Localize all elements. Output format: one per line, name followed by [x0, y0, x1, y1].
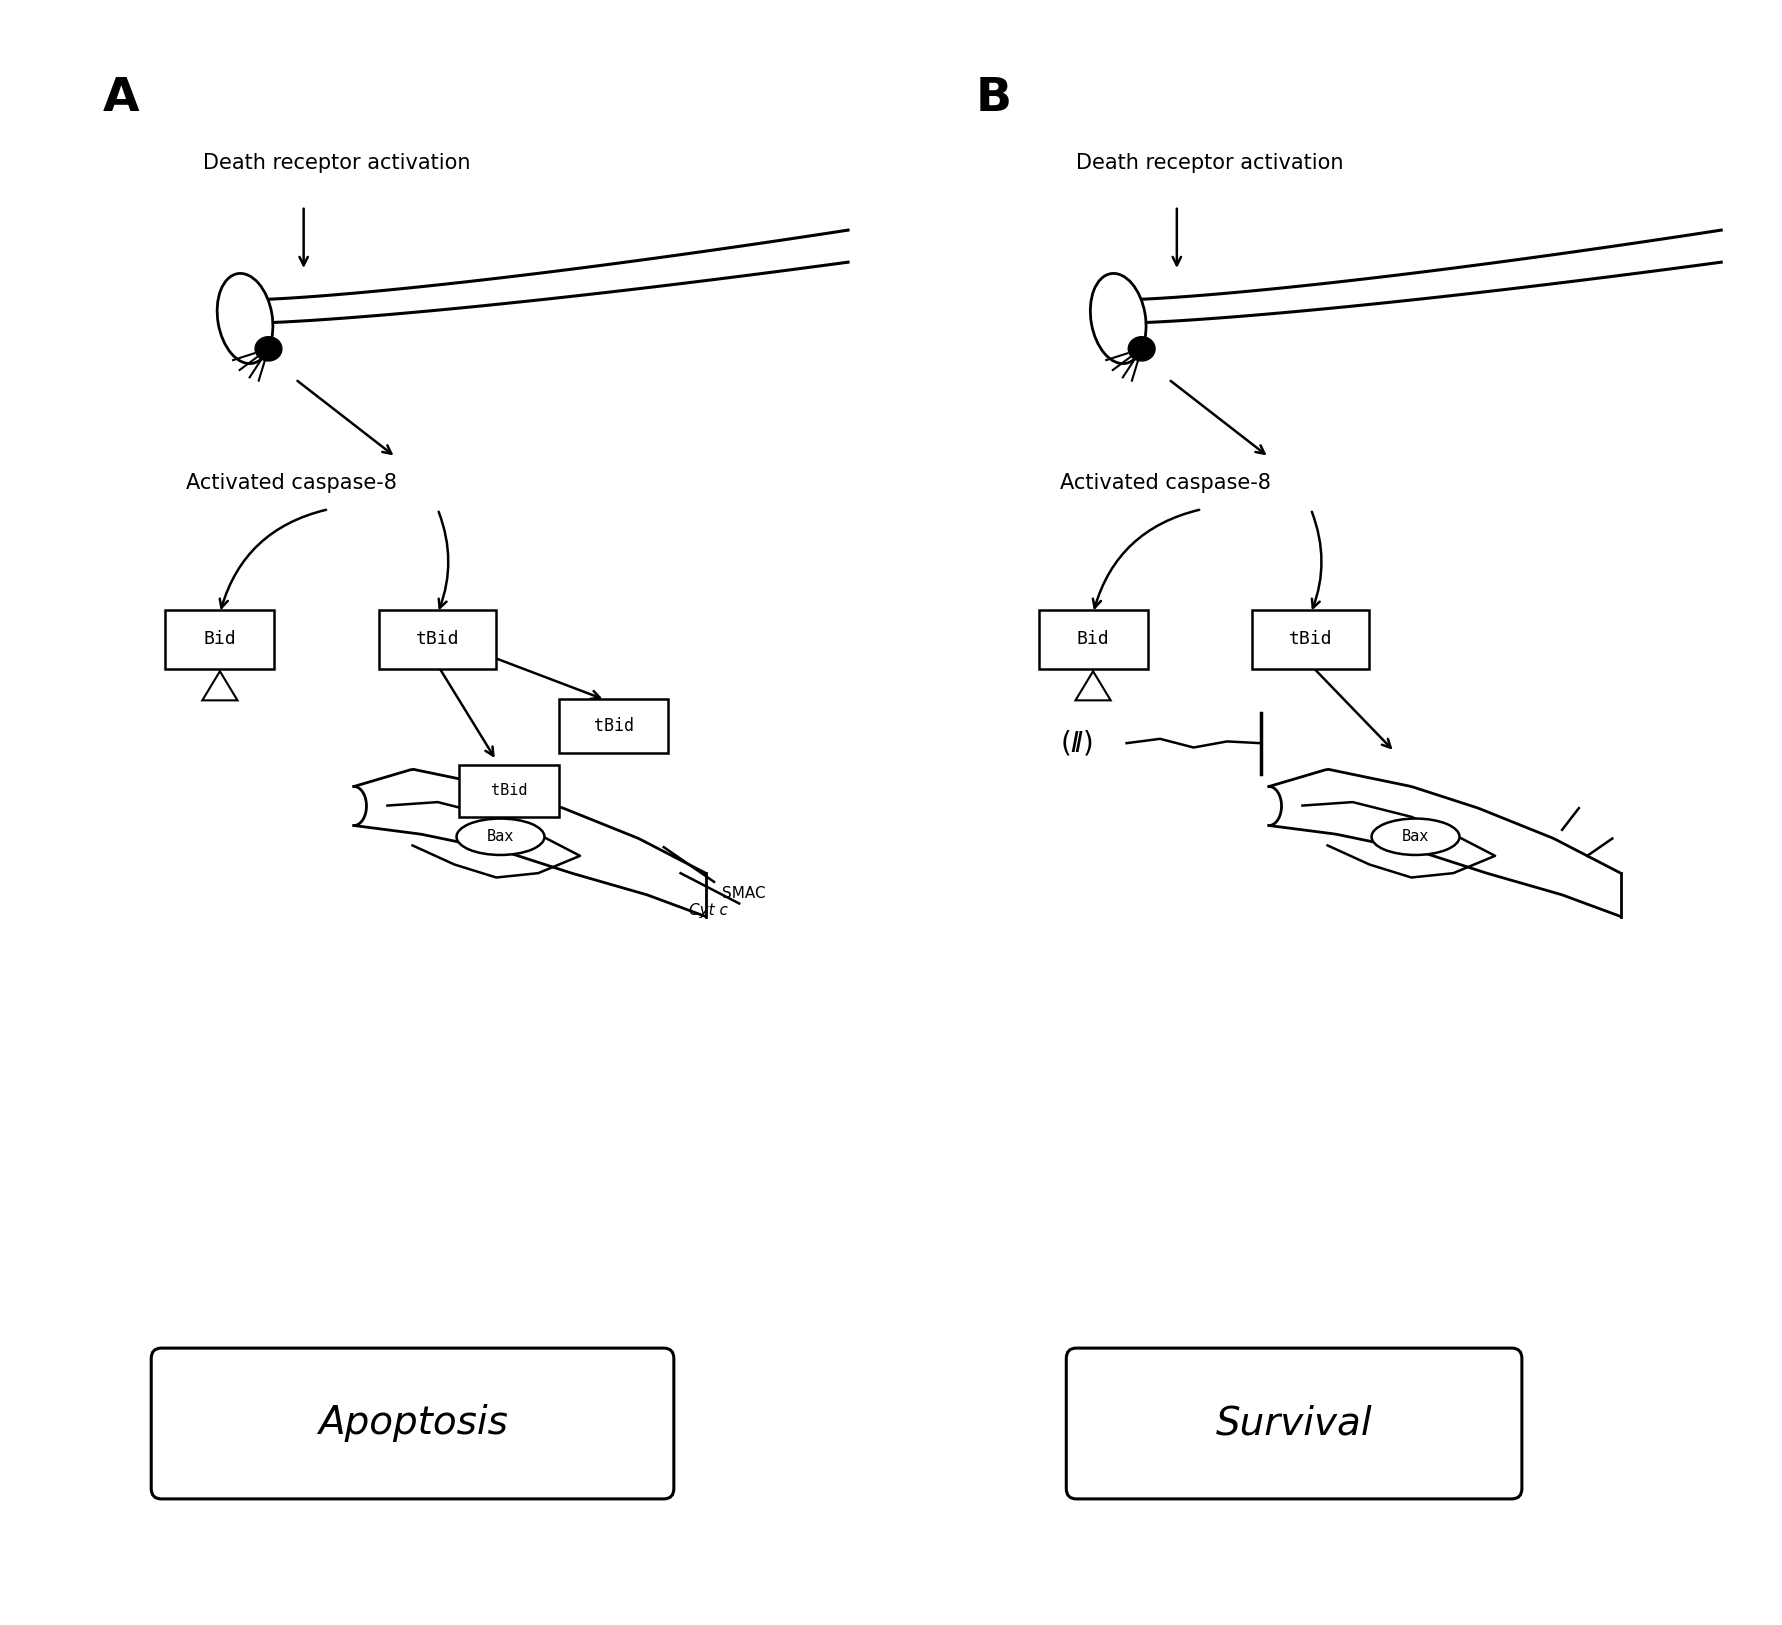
FancyBboxPatch shape [380, 609, 495, 668]
Text: Survival: Survival [1215, 1404, 1372, 1443]
Text: tBid: tBid [490, 783, 527, 798]
Text: Cyt c: Cyt c [690, 904, 727, 918]
FancyBboxPatch shape [560, 699, 668, 752]
Text: tBid: tBid [415, 630, 460, 648]
Text: Bax: Bax [486, 829, 515, 845]
Ellipse shape [255, 336, 282, 361]
FancyBboxPatch shape [458, 765, 560, 817]
FancyBboxPatch shape [1039, 609, 1148, 668]
Text: Death receptor activation: Death receptor activation [1076, 153, 1344, 172]
Text: SMAC: SMAC [722, 886, 766, 902]
Text: Bax: Bax [1402, 829, 1429, 845]
Ellipse shape [217, 273, 273, 364]
Text: Activated caspase-8: Activated caspase-8 [187, 473, 397, 492]
Ellipse shape [1372, 819, 1459, 855]
FancyBboxPatch shape [1066, 1349, 1522, 1498]
FancyBboxPatch shape [151, 1349, 674, 1498]
FancyBboxPatch shape [1253, 609, 1370, 668]
Ellipse shape [456, 819, 545, 855]
Text: A: A [103, 76, 139, 120]
Text: tBid: tBid [593, 717, 634, 734]
FancyBboxPatch shape [166, 609, 274, 668]
Text: Death receptor activation: Death receptor activation [203, 153, 470, 172]
Ellipse shape [1128, 336, 1155, 361]
Text: Bid: Bid [203, 630, 237, 648]
Text: Activated caspase-8: Activated caspase-8 [1060, 473, 1271, 492]
Text: tBid: tBid [1288, 630, 1333, 648]
Ellipse shape [1091, 273, 1146, 364]
Text: Bid: Bid [1076, 630, 1110, 648]
Text: $(\mathit{I\!I})$: $(\mathit{I\!I})$ [1060, 728, 1092, 757]
Text: B: B [977, 76, 1012, 120]
Text: Apoptosis: Apoptosis [317, 1404, 508, 1443]
